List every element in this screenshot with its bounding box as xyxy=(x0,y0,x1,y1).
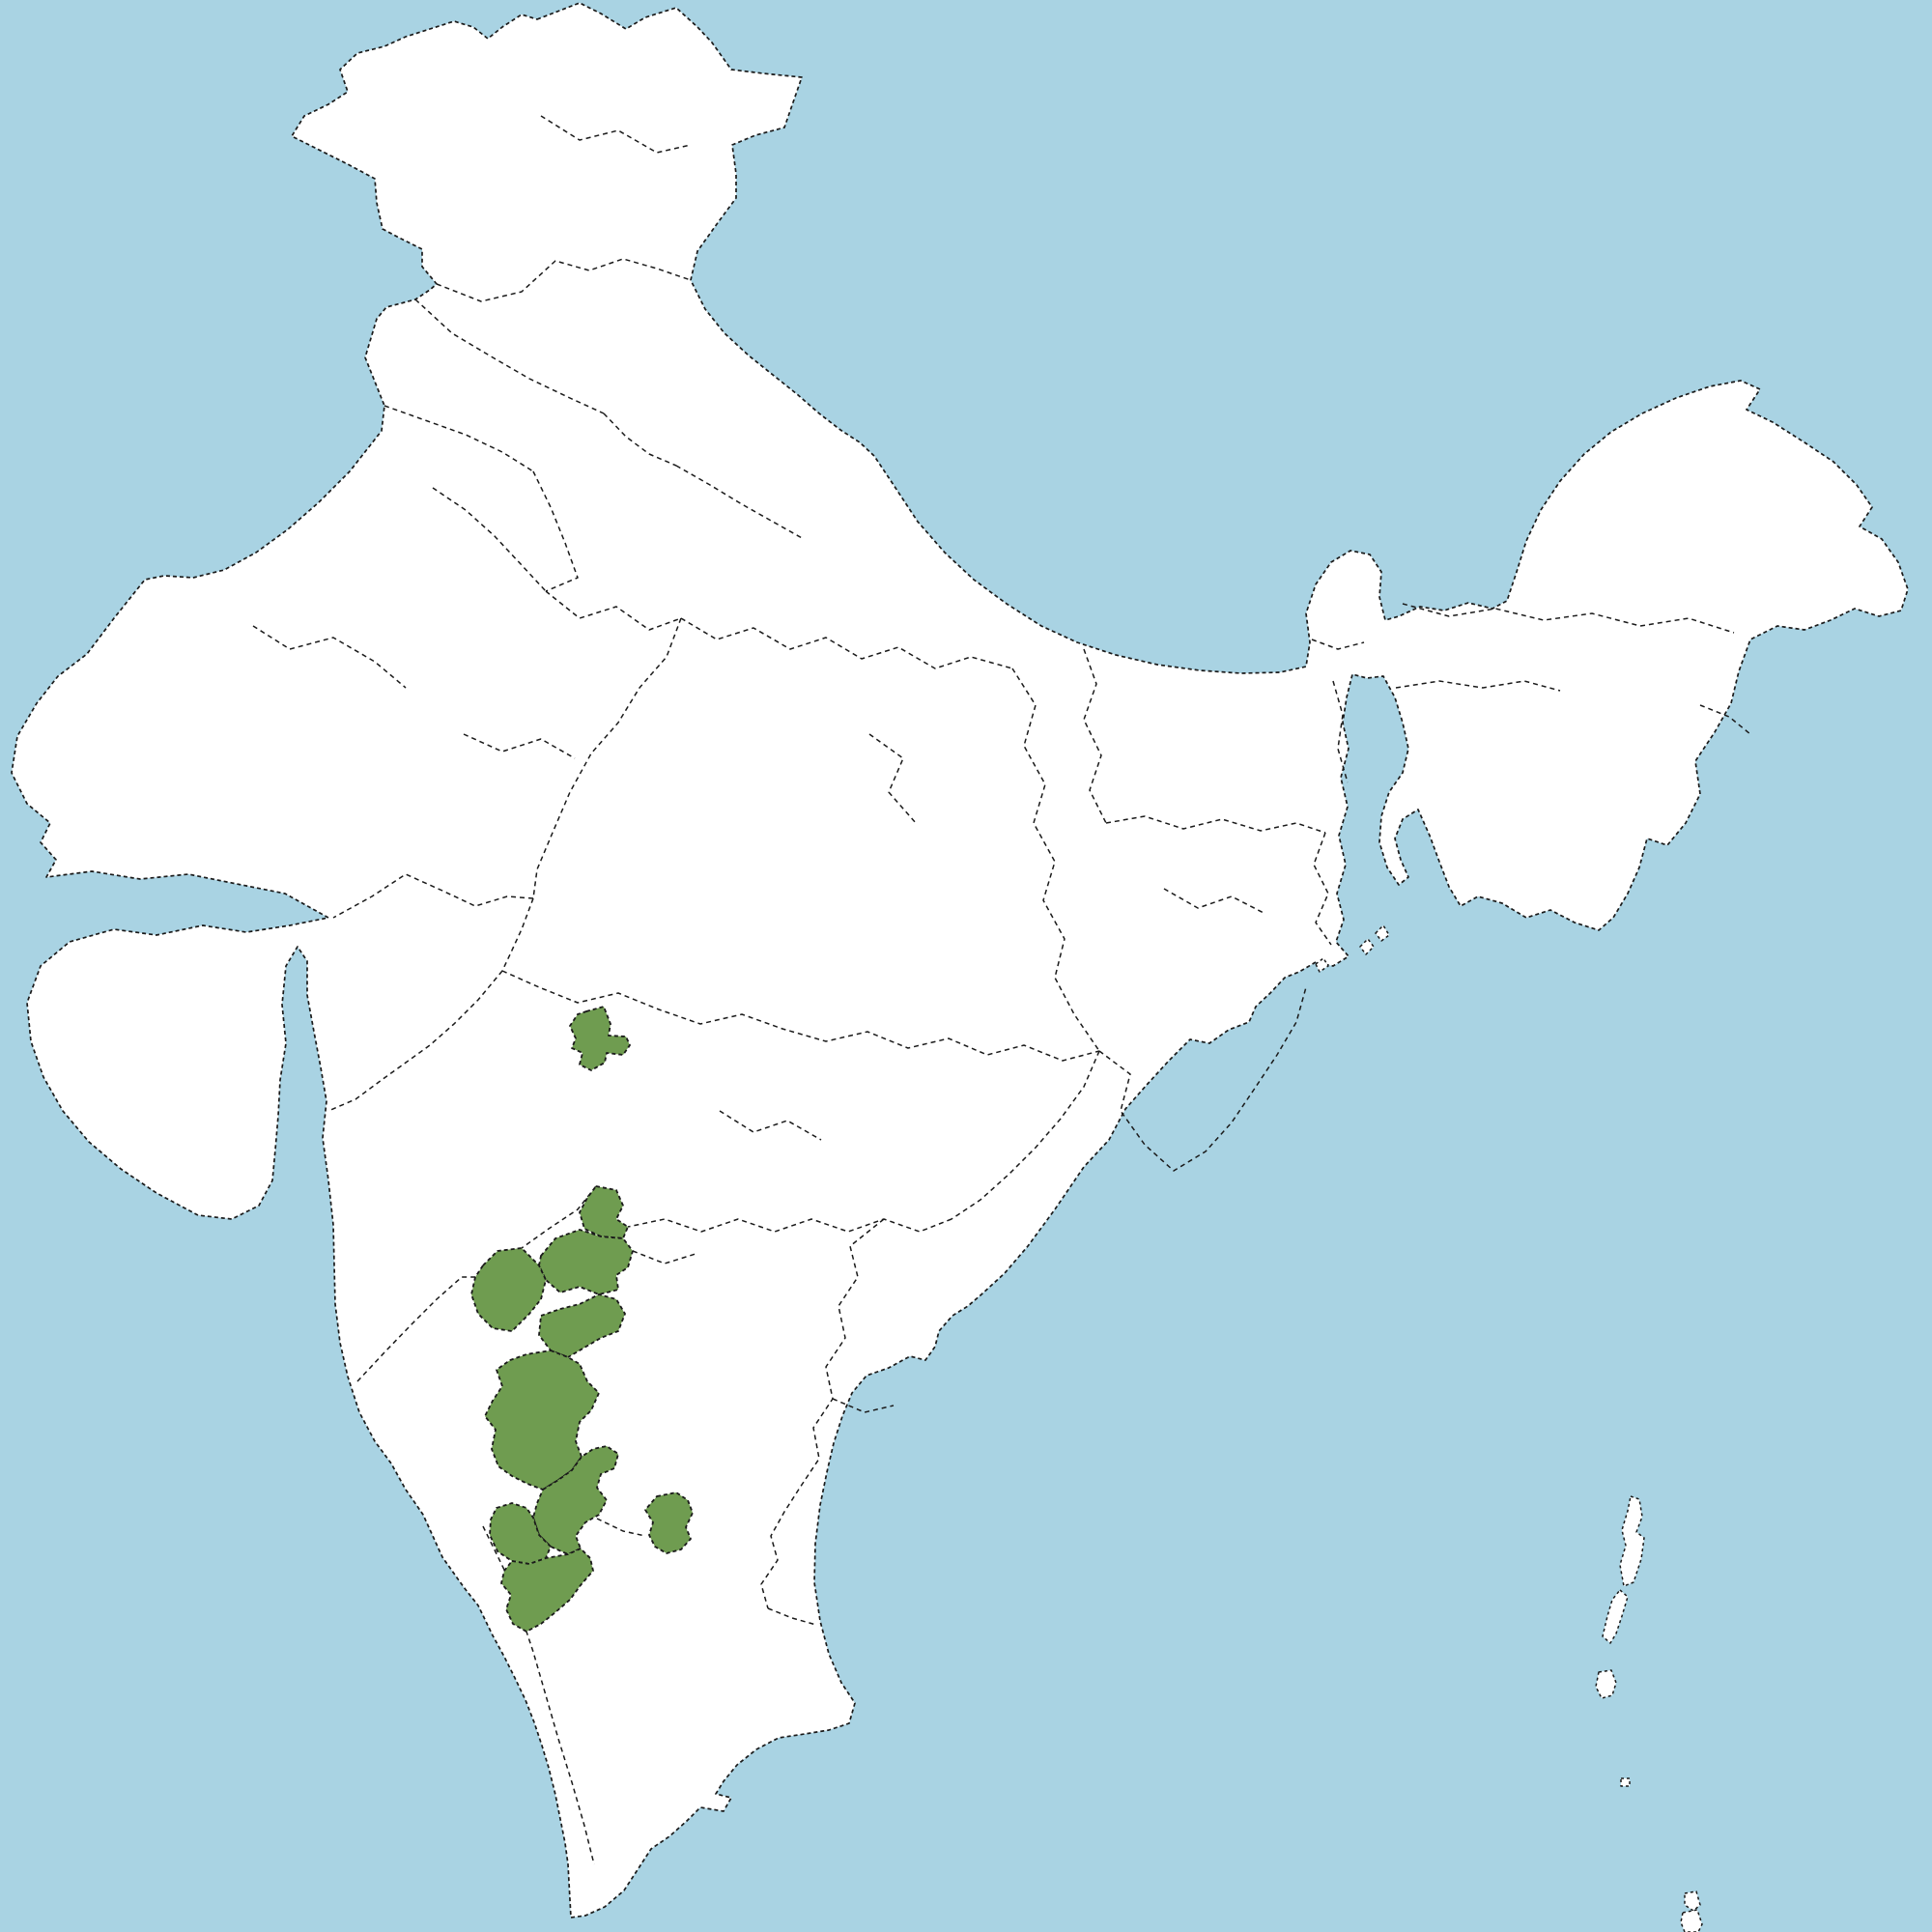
highlighted-district-5 xyxy=(484,1350,600,1491)
state-district-border xyxy=(632,1250,696,1264)
state-district-border xyxy=(675,465,805,540)
state-district-border xyxy=(1098,986,1307,1172)
state-district-border xyxy=(603,412,677,467)
highlighted-district-3 xyxy=(470,1247,547,1332)
state-district-border xyxy=(596,1518,646,1537)
highlighted-district-9 xyxy=(644,1492,694,1554)
delta-islet-1 xyxy=(1359,938,1375,955)
state-district-border xyxy=(760,1218,885,1609)
state-district-border xyxy=(252,625,407,689)
state-district-border xyxy=(1332,680,1349,783)
state-district-border xyxy=(1395,680,1561,692)
highlighted-district-mp xyxy=(569,1006,631,1071)
little-andaman-island xyxy=(1595,1669,1617,1699)
state-district-border xyxy=(532,470,579,592)
state-district-border xyxy=(356,1276,475,1382)
delta-islet-3 xyxy=(1315,957,1329,973)
state-district-border xyxy=(832,1398,895,1413)
nicobar-island-north xyxy=(1684,1890,1701,1912)
state-district-border xyxy=(521,1185,597,1249)
state-district-border xyxy=(1083,648,1107,824)
state-district-border xyxy=(384,405,534,472)
highlighted-district-1 xyxy=(579,1185,629,1239)
highlighted-district-2 xyxy=(538,1229,634,1295)
state-district-border xyxy=(1105,815,1326,834)
state-district-border xyxy=(545,590,682,631)
small-island xyxy=(1620,1777,1631,1787)
state-district-border xyxy=(1163,888,1264,914)
state-district-border xyxy=(436,258,692,302)
state-district-border xyxy=(501,970,1100,1062)
highlighted-districts-group xyxy=(470,1006,694,1633)
state-district-border xyxy=(532,617,682,899)
andaman-island-north xyxy=(1619,1495,1645,1587)
internal-borders-group xyxy=(252,115,1751,1865)
state-district-border xyxy=(1402,603,1735,634)
delta-islet-2 xyxy=(1375,924,1390,942)
state-district-border xyxy=(432,487,547,592)
state-district-border xyxy=(332,873,534,919)
highlighted-district-8 xyxy=(500,1548,594,1633)
state-district-border xyxy=(1311,639,1365,650)
state-district-border xyxy=(627,1218,952,1233)
state-district-border xyxy=(1011,668,1100,1052)
state-district-border xyxy=(719,1110,822,1141)
island-group xyxy=(1315,924,1703,1932)
state-district-border xyxy=(868,733,917,824)
state-district-border xyxy=(1313,832,1332,946)
state-district-border xyxy=(951,1050,1100,1220)
nicobar-island-south xyxy=(1680,1909,1703,1932)
india-mainland xyxy=(11,2,1909,1918)
state-district-border xyxy=(501,897,534,972)
state-district-border xyxy=(1699,704,1751,735)
state-district-border xyxy=(540,115,692,154)
andaman-island-south xyxy=(1602,1589,1629,1644)
state-district-border xyxy=(463,733,576,759)
